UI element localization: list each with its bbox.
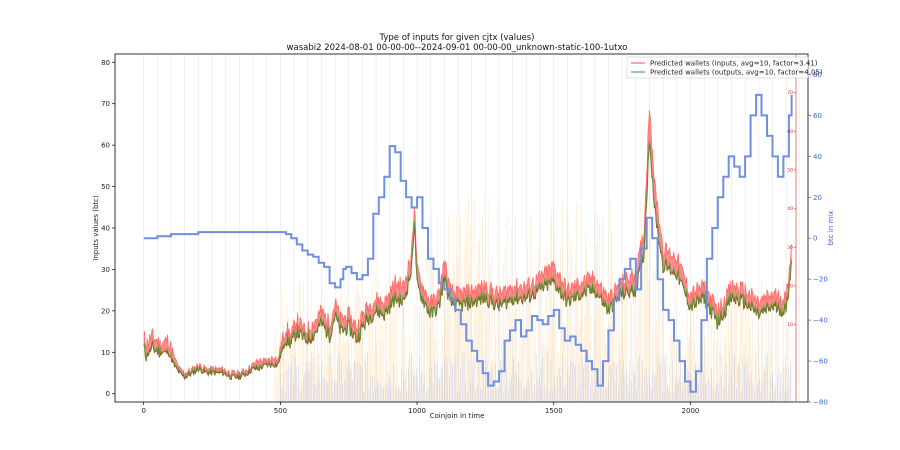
x-tick-label: 1500 (545, 407, 563, 415)
y-tick-label: 20 (101, 307, 110, 315)
y3-tick-label: 60 (787, 129, 793, 135)
y3-tick-label: 30 (787, 245, 793, 251)
y-tick-label: 0 (106, 390, 110, 398)
mix-series-line (143, 93, 793, 393)
y2-tick-label: 40 (813, 153, 822, 161)
x-axis-label: Coinjoin in time (430, 412, 485, 420)
legend-inputs-label: Predicted wallets (inputs, avg=10, facto… (650, 60, 818, 68)
legend: Predicted wallets (inputs, avg=10, facto… (626, 56, 823, 79)
chart-subtitle: wasabi2 2024-08-01 00-00-00--2024-09-01 … (287, 43, 628, 53)
y-tick-label: 30 (101, 266, 110, 274)
y-tick-label: 80 (101, 59, 110, 67)
y2-tick-label: −40 (813, 317, 828, 325)
y-tick-label: 70 (101, 100, 110, 108)
y2-tick-label: −80 (813, 399, 828, 407)
inputs-series-line (143, 110, 792, 376)
inputs-fill-area (143, 110, 792, 380)
y2-axis-label: btc in mix (827, 211, 835, 246)
x-tick-label: 2000 (682, 407, 700, 415)
x-tick-label: 1000 (408, 407, 426, 415)
y2-tick-label: −20 (813, 276, 828, 284)
y-axis-label: Inputs values (btc) (92, 195, 100, 261)
legend-box (626, 56, 809, 79)
y2-tick-label: −60 (813, 358, 828, 366)
x-tick-label: 0 (141, 407, 145, 415)
y3-tick-label: 70 (787, 90, 793, 96)
y3-tick-label: 20 (787, 284, 793, 290)
y3-tick-label: 40 (787, 206, 793, 212)
legend-outputs-label: Predicted wallets (outputs, avg=10, fact… (650, 69, 823, 77)
y-tick-label: 10 (101, 349, 110, 357)
y2-tick-label: 60 (813, 112, 822, 120)
y-tick-label: 60 (101, 142, 110, 150)
y2-tick-label: 20 (813, 194, 822, 202)
y2-tick-label: 80 (813, 71, 822, 79)
y3-tick-label: 10 (787, 322, 793, 328)
x-tick-label: 500 (274, 407, 287, 415)
outputs-series-line (143, 142, 793, 381)
y2-tick-label: 0 (813, 235, 817, 243)
chart-title: Type of inputs for given cjtx (values) (379, 33, 535, 43)
outputs-series-highlight (143, 140, 792, 378)
y-tick-label: 50 (101, 183, 110, 191)
y3-tick-label: 50 (787, 168, 793, 174)
y-tick-label: 40 (101, 225, 110, 233)
